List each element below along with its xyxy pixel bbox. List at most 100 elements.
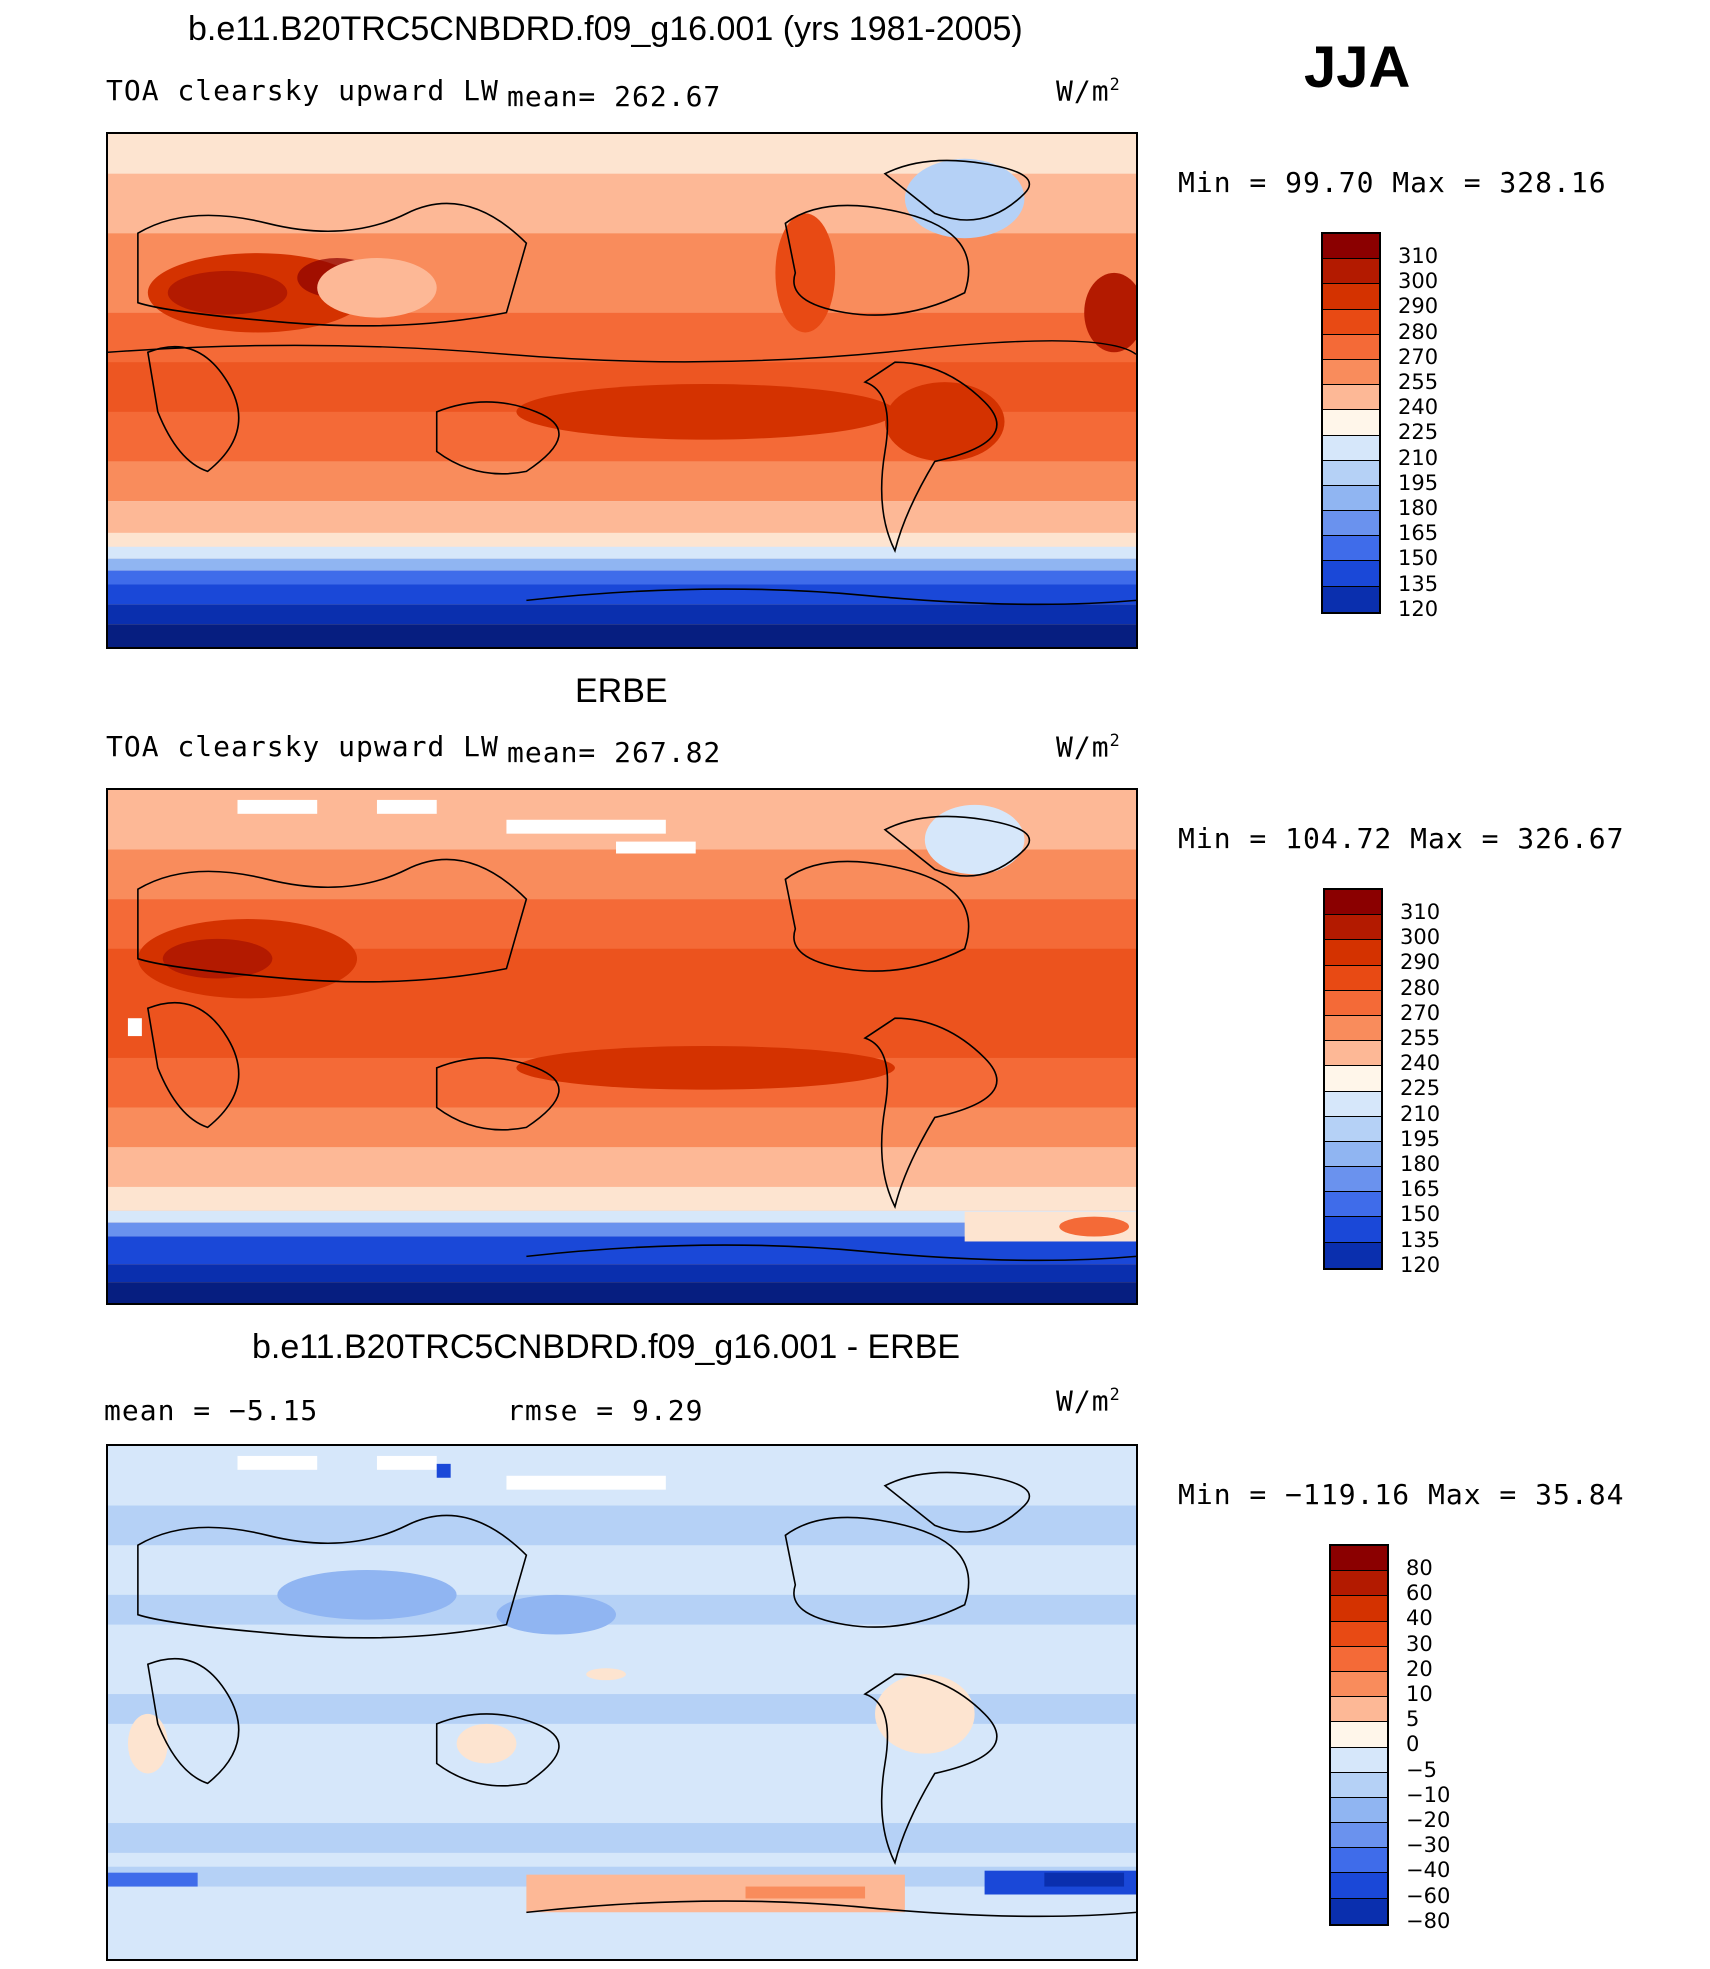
colorbar-swatch bbox=[1325, 1141, 1381, 1168]
colorbar-label: 150 bbox=[1400, 1202, 1441, 1227]
colorbar-label: 60 bbox=[1406, 1581, 1433, 1606]
colorbar-label: 225 bbox=[1398, 420, 1439, 445]
colorbar-swatch bbox=[1323, 586, 1379, 612]
colorbar-label: 180 bbox=[1398, 496, 1439, 521]
colorbar-swatch bbox=[1331, 1848, 1387, 1874]
colorbar-label: 80 bbox=[1406, 1556, 1433, 1580]
panel-obs-title: ERBE bbox=[575, 672, 668, 710]
colorbar-swatch bbox=[1325, 990, 1381, 1016]
panel-model-units: W/m2 bbox=[1056, 74, 1121, 108]
colorbar-label: 210 bbox=[1400, 1101, 1441, 1126]
colorbar-swatch bbox=[1325, 1015, 1381, 1042]
colorbar-label: 165 bbox=[1400, 1177, 1441, 1202]
colorbar-swatch bbox=[1325, 1217, 1381, 1243]
colorbar-swatch bbox=[1323, 309, 1379, 335]
colorbar-label: 310 bbox=[1400, 900, 1441, 924]
panel-model-colorbar-labels: 310 300 290 280 270 255 240 225 210 195 … bbox=[1398, 244, 1438, 622]
panel-model-variable: TOA clearsky upward LW bbox=[106, 74, 499, 107]
colorbar-swatch bbox=[1331, 1772, 1387, 1798]
colorbar-label: 240 bbox=[1400, 1051, 1441, 1076]
colorbar-swatch bbox=[1331, 1596, 1387, 1622]
colorbar-swatch bbox=[1331, 1697, 1387, 1723]
colorbar-swatch bbox=[1323, 385, 1379, 411]
panel-obs-minmax: Min = 104.72 Max = 326.67 bbox=[1178, 822, 1625, 855]
colorbar-label: 195 bbox=[1398, 470, 1439, 495]
colorbar-swatch bbox=[1323, 460, 1379, 486]
panel-model-minmax: Min = 99.70 Max = 328.16 bbox=[1178, 166, 1607, 199]
colorbar-swatch bbox=[1331, 1797, 1387, 1824]
colorbar-label: 280 bbox=[1398, 319, 1439, 344]
colorbar-label: 300 bbox=[1400, 925, 1441, 950]
colorbar-swatch bbox=[1323, 410, 1379, 436]
colorbar-label: 40 bbox=[1406, 1606, 1433, 1631]
colorbar-swatch bbox=[1331, 1621, 1387, 1647]
colorbar-label: 225 bbox=[1400, 1076, 1441, 1101]
obs-contour-map bbox=[108, 790, 1136, 1303]
colorbar-swatch bbox=[1331, 1671, 1387, 1698]
colorbar-swatch bbox=[1325, 940, 1381, 966]
colorbar-swatch bbox=[1331, 1898, 1387, 1924]
colorbar-swatch bbox=[1325, 1116, 1381, 1142]
colorbar-label: 165 bbox=[1398, 521, 1439, 546]
colorbar-swatch bbox=[1331, 1823, 1387, 1849]
diff-contour-map bbox=[108, 1446, 1136, 1959]
colorbar-label: 300 bbox=[1398, 269, 1439, 294]
panel-model-map bbox=[106, 132, 1138, 649]
colorbar-swatch bbox=[1331, 1546, 1387, 1572]
colorbar-swatch bbox=[1331, 1873, 1387, 1899]
panel-diff-colorbar-labels: 80 60 40 30 20 10 5 0 −5 −10 −20 −30 −40… bbox=[1406, 1556, 1450, 1934]
colorbar-swatch bbox=[1331, 1722, 1387, 1748]
season-label: JJA bbox=[1304, 35, 1411, 100]
panel-diff-minmax: Min = −119.16 Max = 35.84 bbox=[1178, 1478, 1625, 1511]
colorbar-swatch bbox=[1325, 965, 1381, 991]
colorbar-swatch bbox=[1323, 536, 1379, 562]
colorbar-label: 195 bbox=[1400, 1126, 1441, 1151]
colorbar-swatch bbox=[1325, 1066, 1381, 1092]
colorbar-label: 255 bbox=[1398, 370, 1439, 395]
colorbar-label: −60 bbox=[1406, 1883, 1451, 1908]
panel-diff-map bbox=[106, 1444, 1138, 1961]
colorbar-label: −5 bbox=[1406, 1757, 1437, 1782]
colorbar-label: 10 bbox=[1406, 1682, 1433, 1707]
colorbar-label: −10 bbox=[1406, 1782, 1451, 1807]
colorbar-swatch bbox=[1331, 1747, 1387, 1773]
colorbar-swatch bbox=[1331, 1646, 1387, 1672]
colorbar-label: 255 bbox=[1400, 1026, 1441, 1051]
colorbar-label: 180 bbox=[1400, 1152, 1441, 1177]
colorbar-swatch bbox=[1323, 259, 1379, 285]
colorbar-label: 240 bbox=[1398, 395, 1439, 420]
panel-obs-mean: mean= 267.82 bbox=[507, 736, 722, 769]
colorbar-swatch bbox=[1323, 511, 1379, 537]
colorbar-label: 135 bbox=[1398, 571, 1439, 596]
colorbar-swatch bbox=[1325, 1041, 1381, 1067]
panel-diff-units: W/m2 bbox=[1056, 1384, 1121, 1418]
colorbar-swatch bbox=[1325, 1091, 1381, 1117]
panel-obs-colorbar bbox=[1323, 888, 1383, 1270]
colorbar-label: 290 bbox=[1400, 950, 1441, 975]
model-contour-map bbox=[108, 134, 1136, 647]
panel-diff-title: b.e11.B20TRC5CNBDRD.f09_g16.001 - ERBE bbox=[252, 1328, 961, 1366]
colorbar-swatch bbox=[1323, 359, 1379, 386]
colorbar-label: −30 bbox=[1406, 1833, 1451, 1858]
panel-obs-variable: TOA clearsky upward LW bbox=[106, 730, 499, 763]
colorbar-swatch bbox=[1325, 1192, 1381, 1218]
panel-diff-mean: mean = −5.15 bbox=[104, 1394, 319, 1427]
colorbar-swatch bbox=[1323, 561, 1379, 587]
panel-obs-map bbox=[106, 788, 1138, 1305]
colorbar-label: −40 bbox=[1406, 1858, 1451, 1883]
colorbar-label: 5 bbox=[1406, 1707, 1420, 1732]
colorbar-label: 20 bbox=[1406, 1656, 1433, 1681]
colorbar-swatch bbox=[1325, 915, 1381, 941]
colorbar-swatch bbox=[1323, 284, 1379, 310]
colorbar-swatch bbox=[1325, 890, 1381, 916]
colorbar-swatch bbox=[1323, 334, 1379, 360]
colorbar-label: 120 bbox=[1398, 596, 1439, 621]
panel-diff-rmse: rmse = 9.29 bbox=[507, 1394, 704, 1427]
colorbar-label: 290 bbox=[1398, 294, 1439, 319]
colorbar-label: 310 bbox=[1398, 244, 1439, 268]
colorbar-label: 270 bbox=[1398, 344, 1439, 369]
colorbar-label: 150 bbox=[1398, 546, 1439, 571]
colorbar-label: 135 bbox=[1400, 1227, 1441, 1252]
colorbar-swatch bbox=[1325, 1242, 1381, 1268]
panel-diff-colorbar bbox=[1329, 1544, 1389, 1926]
